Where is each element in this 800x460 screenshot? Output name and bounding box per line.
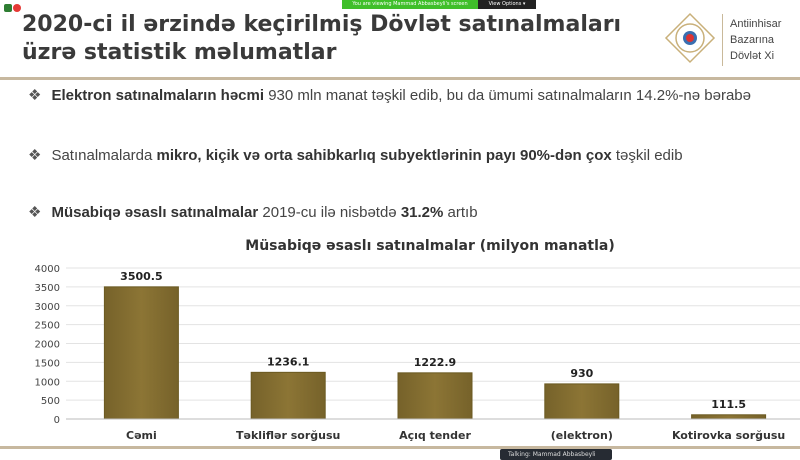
y-tick-label: 0 xyxy=(54,415,60,426)
x-tick-label: Açıq tender xyxy=(399,429,471,442)
data-label: 930 xyxy=(570,367,593,380)
data-label: 1222.9 xyxy=(414,356,456,369)
y-tick-label: 4000 xyxy=(35,264,60,275)
y-tick-label: 500 xyxy=(41,396,60,407)
y-tick-label: 1000 xyxy=(35,377,60,388)
bullet-item: ❖ Satınalmalarda mikro, kiçik və orta sah… xyxy=(28,146,788,165)
organization-logo xyxy=(664,12,716,64)
y-tick-label: 1500 xyxy=(35,358,60,369)
x-tick-label: Cəmi xyxy=(126,429,157,442)
bar xyxy=(691,414,767,420)
divider xyxy=(722,14,723,66)
organization-name: Antiinhisar Bazarına Dövlət Xi xyxy=(730,18,782,62)
bullet-text: Müsabiqə əsaslı satınalmalar xyxy=(51,204,259,221)
bullet-text: Elektron satınalmaların həcmi xyxy=(51,87,265,104)
view-options-button[interactable]: View Options ▾ xyxy=(478,0,536,9)
screen-share-banner: You are viewing Mammad Abbasbeyli's scre… xyxy=(342,0,478,9)
recording-icon xyxy=(13,4,21,12)
bar xyxy=(544,383,620,420)
chart-title: Müsabiqə əsaslı satınalmalar (milyon man… xyxy=(245,238,614,254)
bullet-text: Satınalmalarda xyxy=(51,147,157,164)
y-tick-label: 2500 xyxy=(35,321,60,332)
talking-indicator: Talking: Mammad Abbasbeyli xyxy=(500,449,612,460)
bullet-text: 930 mln manat təşkil edib, bu da ümumi s… xyxy=(264,87,751,104)
bullet-text: mikro, kiçik və orta sahibkarlıq subyekt… xyxy=(156,147,612,164)
bullet-icon: ❖ xyxy=(28,204,42,221)
bullet-item: ❖ Elektron satınalmaların həcmi 930 mln m… xyxy=(28,86,788,105)
y-tick-label: 2000 xyxy=(35,340,60,351)
header-divider xyxy=(0,77,800,80)
footer-divider xyxy=(0,446,800,449)
data-label: 111.5 xyxy=(711,398,746,411)
data-label: 1236.1 xyxy=(267,355,309,368)
bullet-text: təşkil edib xyxy=(611,147,683,164)
bar xyxy=(103,286,179,420)
bullet-text: 2019-cu ilə nisbətdə xyxy=(258,204,401,221)
x-tick-label: (elektron) xyxy=(551,429,613,442)
bullet-text: artıb xyxy=(443,204,478,221)
bullet-text: 31.2% xyxy=(400,204,444,221)
zoom-security-icon[interactable] xyxy=(4,4,12,12)
y-tick-label: 3000 xyxy=(35,302,60,313)
y-tick-label: 3500 xyxy=(35,283,60,294)
data-label: 3500.5 xyxy=(120,270,162,283)
bar-chart: Müsabiqə əsaslı satınalmalar (milyon man… xyxy=(35,238,800,442)
bar xyxy=(250,371,326,420)
bullet-icon: ❖ xyxy=(28,147,42,164)
x-tick-label: Kotirovka sorğusu xyxy=(672,429,785,442)
bar xyxy=(397,372,473,420)
slide-title: 2020-ci il ərzində keçirilmiş Dövlət sat… xyxy=(22,12,622,65)
bullet-item: ❖ Müsabiqə əsaslı satınalmalar 2019-cu il… xyxy=(28,203,788,222)
x-tick-label: Təkliflər sorğusu xyxy=(236,429,340,442)
bullet-icon: ❖ xyxy=(28,87,42,104)
